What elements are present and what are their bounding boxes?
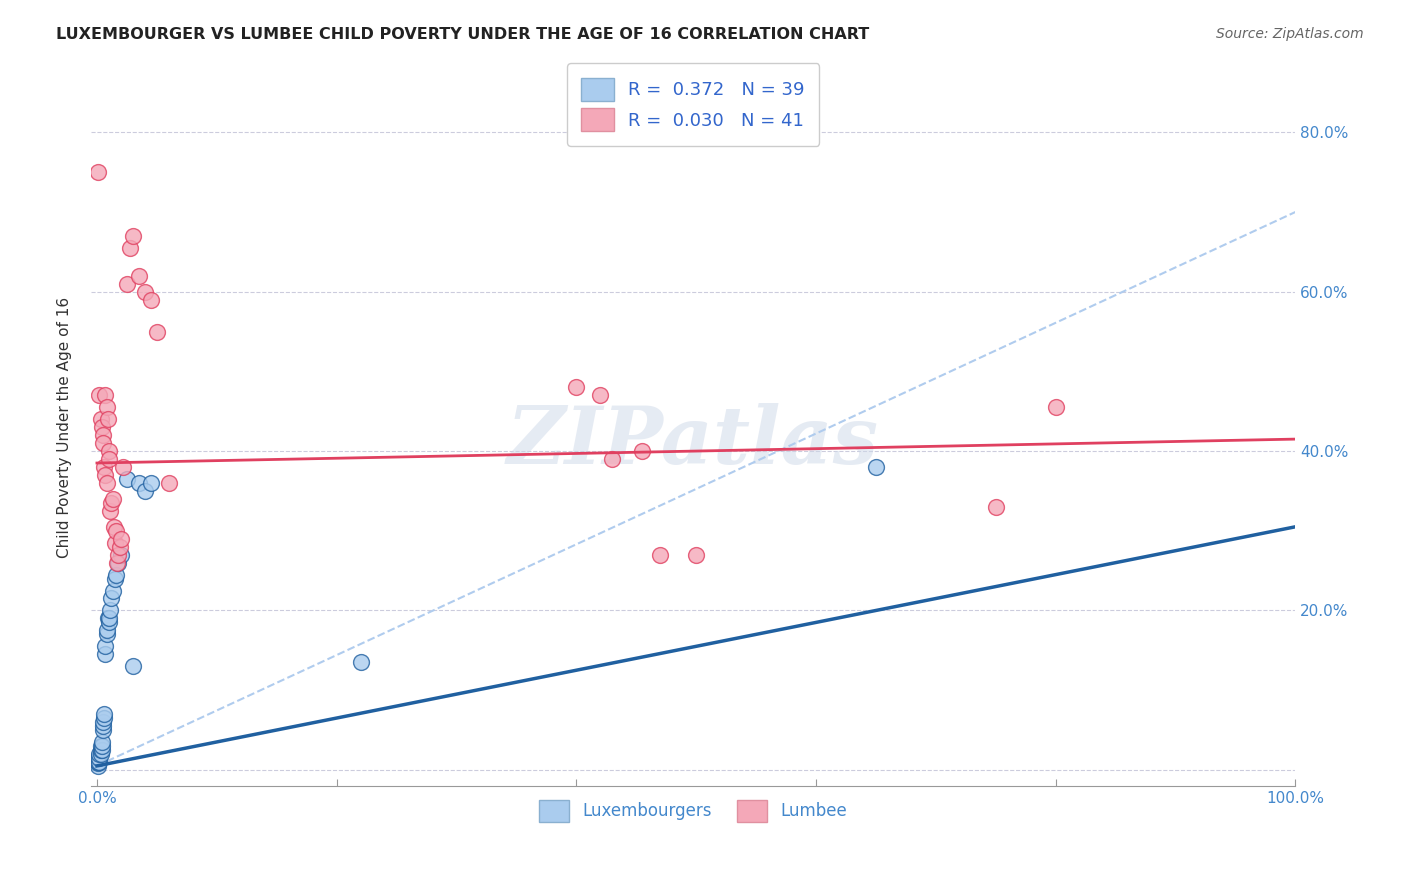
Point	[110, 532, 132, 546]
Point	[96, 475, 118, 490]
Point	[97, 615, 120, 630]
Point	[100, 496, 122, 510]
Point	[104, 535, 127, 549]
Y-axis label: Child Poverty Under the Age of 16: Child Poverty Under the Age of 16	[58, 297, 72, 558]
Point	[146, 325, 169, 339]
Point	[100, 591, 122, 606]
Point	[91, 719, 114, 733]
Point	[112, 460, 135, 475]
Point	[1045, 401, 1067, 415]
Point	[94, 467, 117, 482]
Point	[110, 548, 132, 562]
Point	[101, 491, 124, 506]
Point	[90, 735, 112, 749]
Legend: Luxembourgers, Lumbee: Luxembourgers, Lumbee	[526, 787, 860, 835]
Point	[93, 711, 115, 725]
Point	[984, 500, 1007, 514]
Point	[98, 603, 121, 617]
Point	[87, 755, 110, 769]
Point	[89, 743, 111, 757]
Point	[157, 475, 180, 490]
Point	[96, 624, 118, 638]
Point	[97, 412, 120, 426]
Point	[103, 520, 125, 534]
Point	[107, 556, 129, 570]
Point	[87, 756, 110, 771]
Point	[105, 524, 128, 538]
Point	[91, 428, 114, 442]
Point	[97, 611, 120, 625]
Point	[128, 268, 150, 283]
Point	[90, 743, 112, 757]
Point	[107, 548, 129, 562]
Point	[89, 739, 111, 753]
Point	[104, 572, 127, 586]
Point	[89, 388, 111, 402]
Point	[120, 241, 142, 255]
Point	[134, 285, 156, 299]
Text: Source: ZipAtlas.com: Source: ZipAtlas.com	[1216, 27, 1364, 41]
Point	[90, 739, 112, 753]
Point	[631, 444, 654, 458]
Point	[115, 277, 138, 291]
Point	[89, 751, 111, 765]
Point	[87, 759, 110, 773]
Point	[105, 567, 128, 582]
Point	[589, 388, 612, 402]
Point	[97, 444, 120, 458]
Point	[94, 640, 117, 654]
Point	[93, 707, 115, 722]
Point	[97, 452, 120, 467]
Point	[89, 755, 111, 769]
Point	[600, 452, 623, 467]
Point	[349, 655, 371, 669]
Point	[91, 723, 114, 737]
Point	[122, 228, 145, 243]
Point	[101, 583, 124, 598]
Point	[134, 483, 156, 498]
Point	[87, 165, 110, 179]
Point	[97, 611, 120, 625]
Point	[139, 293, 162, 307]
Point	[115, 472, 138, 486]
Point	[865, 460, 887, 475]
Point	[90, 420, 112, 434]
Point	[89, 412, 111, 426]
Point	[105, 556, 128, 570]
Text: ZIPatlas: ZIPatlas	[508, 403, 879, 480]
Point	[139, 475, 162, 490]
Point	[96, 627, 118, 641]
Point	[91, 436, 114, 450]
Point	[87, 751, 110, 765]
Point	[98, 504, 121, 518]
Point	[94, 388, 117, 402]
Point	[91, 714, 114, 729]
Text: LUXEMBOURGER VS LUMBEE CHILD POVERTY UNDER THE AGE OF 16 CORRELATION CHART: LUXEMBOURGER VS LUMBEE CHILD POVERTY UND…	[56, 27, 869, 42]
Point	[650, 548, 672, 562]
Point	[108, 540, 131, 554]
Point	[94, 648, 117, 662]
Point	[685, 548, 707, 562]
Point	[89, 747, 111, 761]
Point	[565, 380, 588, 394]
Point	[122, 659, 145, 673]
Point	[93, 460, 115, 475]
Point	[128, 475, 150, 490]
Point	[89, 747, 111, 761]
Point	[96, 401, 118, 415]
